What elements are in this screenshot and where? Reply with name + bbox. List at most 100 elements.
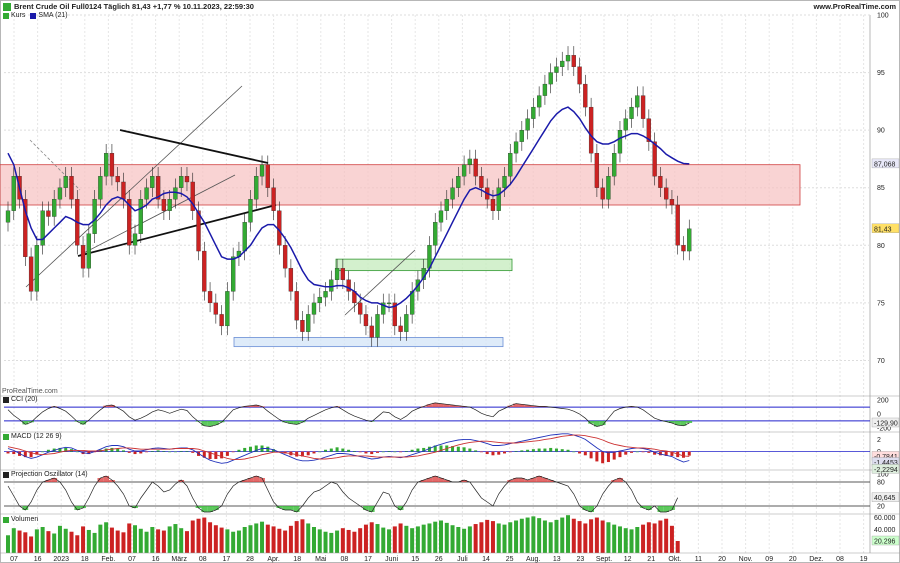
candle-body	[669, 199, 675, 206]
x-tick-label: Juli	[457, 556, 468, 563]
volume-bar	[167, 526, 172, 553]
volume-bar	[202, 517, 207, 553]
projection-high-fill	[45, 480, 52, 482]
candle-body	[155, 176, 161, 200]
candle-body	[502, 176, 507, 188]
candle-body	[456, 176, 461, 188]
volume-bar	[398, 523, 403, 553]
cci-price-tag: -129,90	[874, 420, 898, 427]
macd-histogram-bar	[410, 449, 414, 452]
projection-tick-label: 80	[877, 480, 885, 487]
candle-body	[594, 153, 600, 188]
x-tick-label: 07	[10, 556, 18, 563]
x-tick-label: 08	[341, 556, 349, 563]
price-candles	[5, 46, 692, 347]
x-tick-label: 15	[411, 556, 419, 563]
projection-low-fill	[195, 506, 202, 508]
projection-high-fill	[513, 478, 519, 482]
y-tick-label: 85	[877, 185, 885, 192]
volume-bar	[502, 524, 507, 553]
volume-bar	[450, 525, 455, 553]
projection-high-fill	[542, 478, 548, 482]
candle-body	[323, 291, 328, 298]
volume-bar	[156, 529, 161, 553]
y-tick-label: 100	[877, 13, 889, 20]
candle-body	[467, 158, 473, 165]
macd-histogram-bar	[543, 448, 547, 452]
candle-body	[450, 187, 455, 200]
volume-bar	[248, 525, 253, 553]
volume-bar	[236, 530, 241, 553]
macd-histogram-bar	[583, 451, 587, 456]
volume-bar	[404, 525, 409, 553]
candle-body	[69, 176, 74, 200]
x-tick-label: Feb.	[101, 556, 115, 563]
macd-histogram-bar	[566, 449, 570, 452]
macd-histogram-bar	[29, 451, 33, 458]
volume-bar	[75, 535, 80, 553]
cci-line	[7, 402, 690, 427]
site-link[interactable]: www.ProRealTime.com	[813, 2, 896, 11]
macd-histogram-bar	[110, 447, 114, 452]
macd-histogram-bar	[451, 446, 455, 452]
projection-high-fill	[438, 478, 444, 482]
volume-bar	[63, 528, 68, 553]
candle-body	[479, 176, 484, 188]
y-tick-label: 70	[877, 358, 885, 365]
volume-bar	[456, 527, 461, 553]
x-tick-label: 17	[223, 556, 231, 563]
macd-histogram-bar	[474, 450, 478, 452]
candle-body	[207, 291, 213, 304]
macd-histogram-bar	[635, 451, 639, 453]
candle-body	[577, 66, 582, 85]
projection-high-fill	[518, 478, 525, 482]
expand-icon[interactable]	[3, 3, 11, 11]
candle-body	[612, 153, 617, 177]
x-tick-label: 09	[765, 556, 773, 563]
candle-body	[444, 199, 449, 211]
volume-bar	[288, 525, 293, 553]
macd-histogram-bar	[266, 446, 270, 452]
zone-resistance	[0, 164, 801, 206]
cci-oversold-fill	[599, 420, 606, 426]
volume-bar	[86, 529, 91, 553]
cci-oversold-fill	[201, 420, 208, 426]
macd-histogram-bar	[329, 448, 333, 452]
macd-histogram-bar	[589, 451, 593, 459]
volume-bar	[190, 520, 195, 553]
cci-overbought-fill	[109, 405, 115, 408]
projection-low-fill	[288, 506, 294, 510]
projection-low-fill	[22, 506, 29, 510]
candle-body	[242, 222, 247, 252]
cci-oversold-fill	[669, 420, 675, 423]
candle-body	[438, 210, 444, 223]
volume-bar	[29, 536, 34, 553]
macd-tag-3-bg	[871, 464, 900, 474]
macd-histogram-bar	[156, 450, 160, 452]
x-tick-label: Sept.	[596, 556, 612, 563]
candle-body	[202, 250, 207, 292]
projection-high-fill	[253, 476, 260, 482]
macd-histogram-bar	[653, 451, 657, 455]
candle-body	[681, 245, 686, 252]
cci-overbought-fill	[507, 405, 514, 408]
macd-histogram-bar	[162, 451, 166, 452]
projection-price-tag-bg	[871, 492, 900, 502]
volume-bar	[213, 525, 218, 553]
candle-body	[161, 199, 167, 211]
macd-histogram-bar	[168, 451, 172, 453]
macd-histogram-bar	[601, 451, 605, 464]
watermark: ProRealTime.com	[2, 388, 58, 395]
candle-body	[554, 66, 559, 73]
candle-body	[317, 296, 322, 304]
sma-price-tag: 87,068	[874, 161, 896, 168]
volume-price-tag-bg	[871, 535, 900, 546]
volume-bar	[208, 522, 213, 553]
projection-high-fill	[259, 478, 265, 482]
candle-body	[433, 222, 438, 246]
candle-body	[46, 210, 51, 217]
candle-body	[167, 199, 172, 211]
candle-body	[513, 141, 519, 154]
candle-body	[40, 210, 45, 246]
macd-histogram-bar	[254, 445, 258, 452]
